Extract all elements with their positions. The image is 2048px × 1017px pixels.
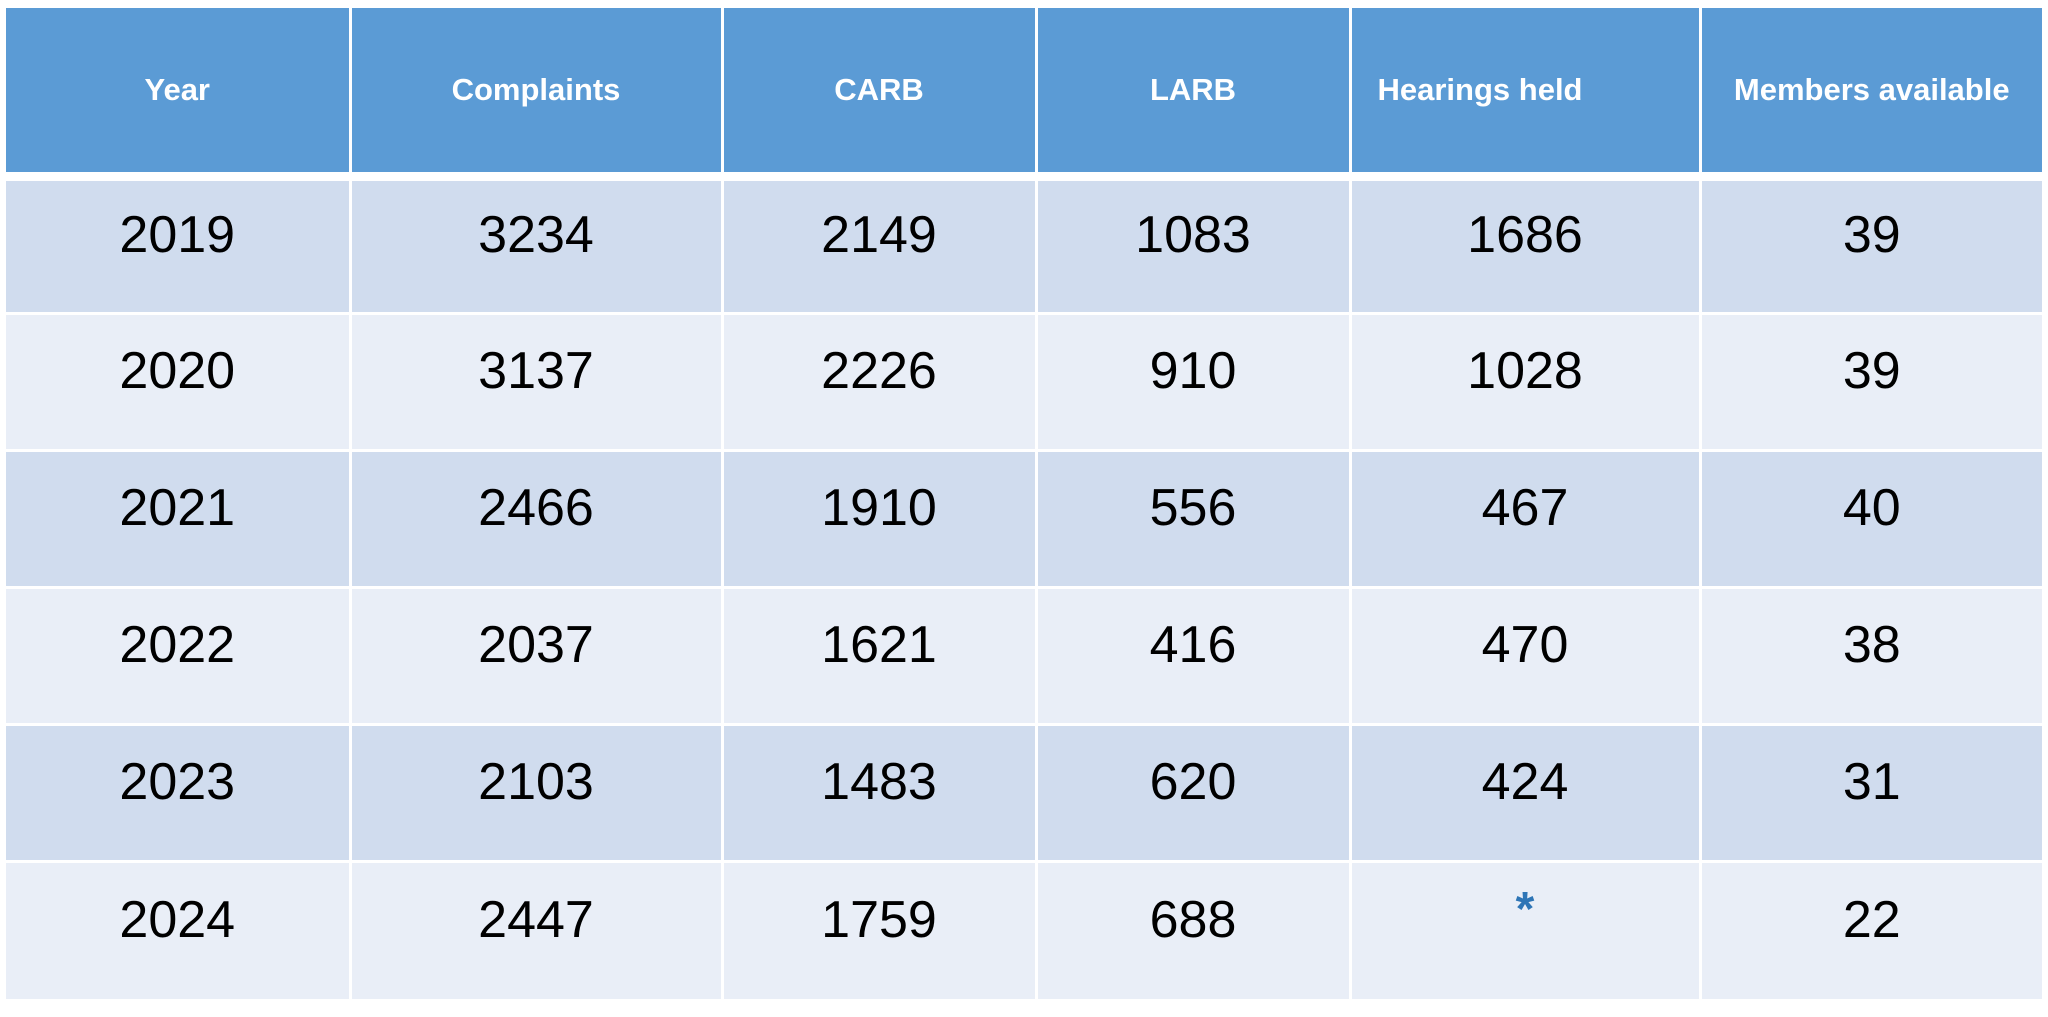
cell-larb: 416 — [1036, 587, 1352, 726]
cell-larb: 688 — [1036, 861, 1352, 999]
data-table: Year Complaints CARB LARB Hearings held … — [6, 8, 2042, 999]
cell-larb: 1083 — [1036, 176, 1352, 315]
cell-complaints: 2103 — [350, 724, 724, 863]
cell-year: 2024 — [6, 861, 352, 999]
cell-larb: 556 — [1036, 450, 1352, 589]
cell-carb: 1910 — [722, 450, 1038, 589]
table-row: 2024 2447 1759 688 * 22 — [6, 861, 2042, 999]
cell-year: 2023 — [6, 724, 352, 863]
cell-larb: 910 — [1036, 313, 1352, 452]
cell-year: 2021 — [6, 450, 352, 589]
table-row: 2019 3234 2149 1083 1686 39 — [6, 176, 2042, 315]
cell-year: 2020 — [6, 313, 352, 452]
cell-hearings-held: 424 — [1350, 724, 1702, 863]
cell-members-available: 39 — [1700, 176, 2042, 315]
cell-hearings-held: 467 — [1350, 450, 1702, 589]
cell-carb: 1483 — [722, 724, 1038, 863]
cell-year: 2019 — [6, 176, 352, 315]
header-year: Year — [6, 8, 352, 181]
header-members-available: Members available — [1700, 8, 2042, 181]
cell-members-available: 39 — [1700, 313, 2042, 452]
table-row: 2022 2037 1621 416 470 38 — [6, 587, 2042, 726]
cell-carb: 1621 — [722, 587, 1038, 726]
table-row: 2020 3137 2226 910 1028 39 — [6, 313, 2042, 452]
data-table-container: Year Complaints CARB LARB Hearings held … — [6, 8, 2042, 999]
cell-complaints: 2037 — [350, 587, 724, 726]
table-row: 2021 2466 1910 556 467 40 — [6, 450, 2042, 589]
cell-year: 2022 — [6, 587, 352, 726]
cell-members-available: 31 — [1700, 724, 2042, 863]
cell-complaints: 2466 — [350, 450, 724, 589]
cell-hearings-held: 470 — [1350, 587, 1702, 726]
cell-hearings-held: 1686 — [1350, 176, 1702, 315]
cell-members-available: 38 — [1700, 587, 2042, 726]
footnote-asterisk: * — [1515, 882, 1535, 936]
cell-members-available: 22 — [1700, 861, 2042, 999]
cell-hearings-held: 1028 — [1350, 313, 1702, 452]
cell-members-available: 40 — [1700, 450, 2042, 589]
header-carb: CARB — [722, 8, 1038, 181]
cell-carb: 2149 — [722, 176, 1038, 315]
cell-complaints: 2447 — [350, 861, 724, 999]
table-row: 2023 2103 1483 620 424 31 — [6, 724, 2042, 863]
cell-carb: 1759 — [722, 861, 1038, 999]
cell-hearings-held: * — [1350, 861, 1702, 999]
header-complaints: Complaints — [350, 8, 724, 181]
header-larb: LARB — [1036, 8, 1352, 181]
cell-complaints: 3234 — [350, 176, 724, 315]
table-header-row: Year Complaints CARB LARB Hearings held … — [6, 8, 2042, 181]
cell-larb: 620 — [1036, 724, 1352, 863]
cell-complaints: 3137 — [350, 313, 724, 452]
cell-carb: 2226 — [722, 313, 1038, 452]
header-hearings-held: Hearings held — [1350, 8, 1702, 181]
